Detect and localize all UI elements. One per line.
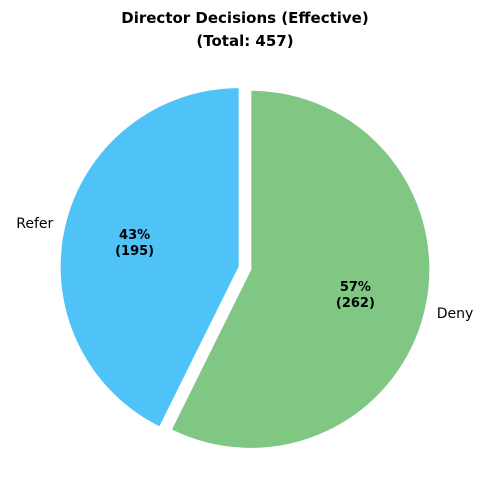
slice-count-refer: (195) bbox=[115, 244, 154, 259]
pie-slice-refer bbox=[59, 87, 240, 428]
slice-percent-deny: 57% bbox=[340, 280, 371, 295]
pie-labels: Refer 43%(195) Deny 57%(262) bbox=[16, 216, 473, 322]
slice-percent-refer: 43% bbox=[119, 228, 150, 243]
slice-count-deny: (262) bbox=[336, 296, 375, 311]
pie-slice-deny bbox=[170, 89, 431, 449]
slice-label-refer: Refer bbox=[16, 216, 53, 232]
chart-subtitle: (Total: 457) bbox=[196, 32, 293, 50]
chart-title: Director Decisions (Effective) bbox=[121, 9, 368, 27]
slice-label-deny: Deny bbox=[437, 306, 474, 322]
pie-slices bbox=[59, 87, 431, 449]
